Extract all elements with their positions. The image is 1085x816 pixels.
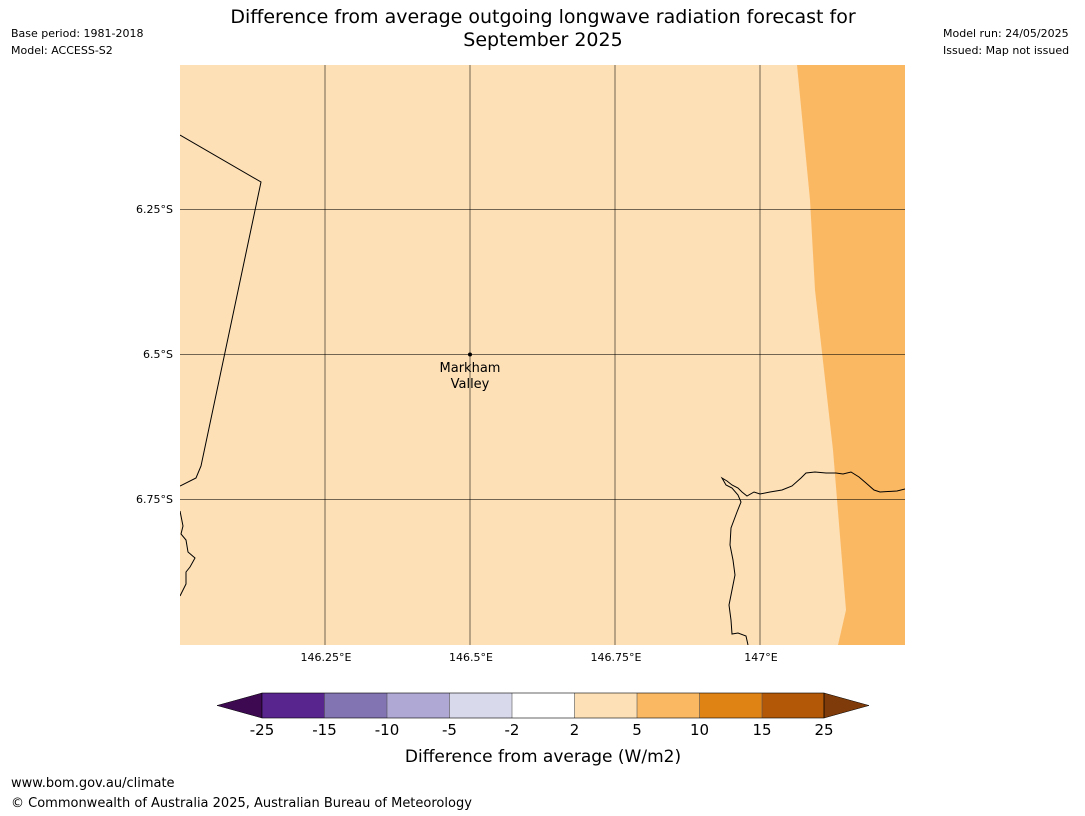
run-info: Model run: 24/05/2025 Issued: Map not is…	[943, 25, 1069, 59]
colorbar-segment	[262, 693, 325, 718]
colorbar-segment	[637, 693, 700, 718]
place-label-line-2: Valley	[451, 377, 490, 392]
colorbar-min-arrow	[216, 692, 263, 719]
colorbar: -25 -15 -10 -5 -2 2 5 10 15 25 Differenc…	[216, 692, 870, 767]
colorbar-segment	[512, 693, 575, 718]
colorbar-max-arrow	[823, 692, 870, 719]
colorbar-tick-label: -2	[505, 721, 520, 739]
issued-text: Issued: Map not issued	[943, 44, 1070, 57]
copyright-text: © Commonwealth of Australia 2025, Austra…	[11, 796, 472, 811]
colorbar-tick-label: 25	[814, 721, 833, 739]
map-title: Difference from average outgoing longwav…	[180, 6, 906, 52]
colorbar-segment	[449, 693, 512, 718]
colorbar-segment	[699, 693, 762, 718]
place-label-line-1: Markham	[440, 361, 501, 376]
latitude-ticks: 6.25°S 6.5°S 6.75°S	[136, 203, 173, 506]
colorbar-tick-label: -15	[312, 721, 337, 739]
lat-tick-label: 6.25°S	[136, 203, 173, 216]
base-info: Base period: 1981-2018 Model: ACCESS-S2	[11, 25, 143, 59]
colorbar-segment	[387, 693, 450, 718]
lat-tick-label: 6.75°S	[136, 493, 173, 506]
base-period-text: Base period: 1981-2018	[11, 27, 144, 40]
colorbar-tick-label: -25	[250, 721, 275, 739]
colorbar-label: Difference from average (W/m2)	[405, 747, 681, 767]
colorbar-dividers	[324, 693, 763, 718]
lon-tick-label: 146.75°E	[591, 651, 642, 664]
colorbar-tick-label: 15	[752, 721, 771, 739]
model-run-text: Model run: 24/05/2025	[943, 27, 1069, 40]
colorbar-segment	[762, 693, 824, 718]
website-text: www.bom.gov.au/climate	[11, 776, 175, 791]
place-marker	[468, 352, 472, 357]
province-boundary	[180, 134, 262, 487]
lon-tick-label: 146.5°E	[449, 651, 493, 664]
lat-tick-label: 6.5°S	[143, 348, 173, 361]
title-line-1: Difference from average outgoing longwav…	[230, 6, 856, 28]
footer: www.bom.gov.au/climate © Commonwealth of…	[11, 774, 472, 814]
colorbar-tick-label: 10	[690, 721, 709, 739]
boundaries	[180, 134, 905, 645]
colorbar-outline	[261, 692, 825, 719]
coastline-east	[720, 471, 905, 645]
model-text: Model: ACCESS-S2	[11, 44, 113, 57]
colorbar-tick-label: -10	[375, 721, 400, 739]
map-area: Markham Valley	[180, 65, 905, 645]
graticule	[180, 65, 905, 645]
colorbar-segment	[574, 693, 637, 718]
colorbar-tick-label: 5	[632, 721, 642, 739]
colorbar-segment	[324, 693, 387, 718]
title-line-2: September 2025	[463, 29, 623, 51]
lon-tick-label: 146.25°E	[301, 651, 352, 664]
longitude-ticks: 146.25°E 146.5°E 146.75°E 147°E	[301, 651, 778, 664]
lon-tick-label: 147°E	[744, 651, 777, 664]
colorbar-tick-label: 2	[570, 721, 580, 739]
colorbar-tick-label: -5	[442, 721, 457, 739]
coastline-west	[180, 510, 196, 597]
